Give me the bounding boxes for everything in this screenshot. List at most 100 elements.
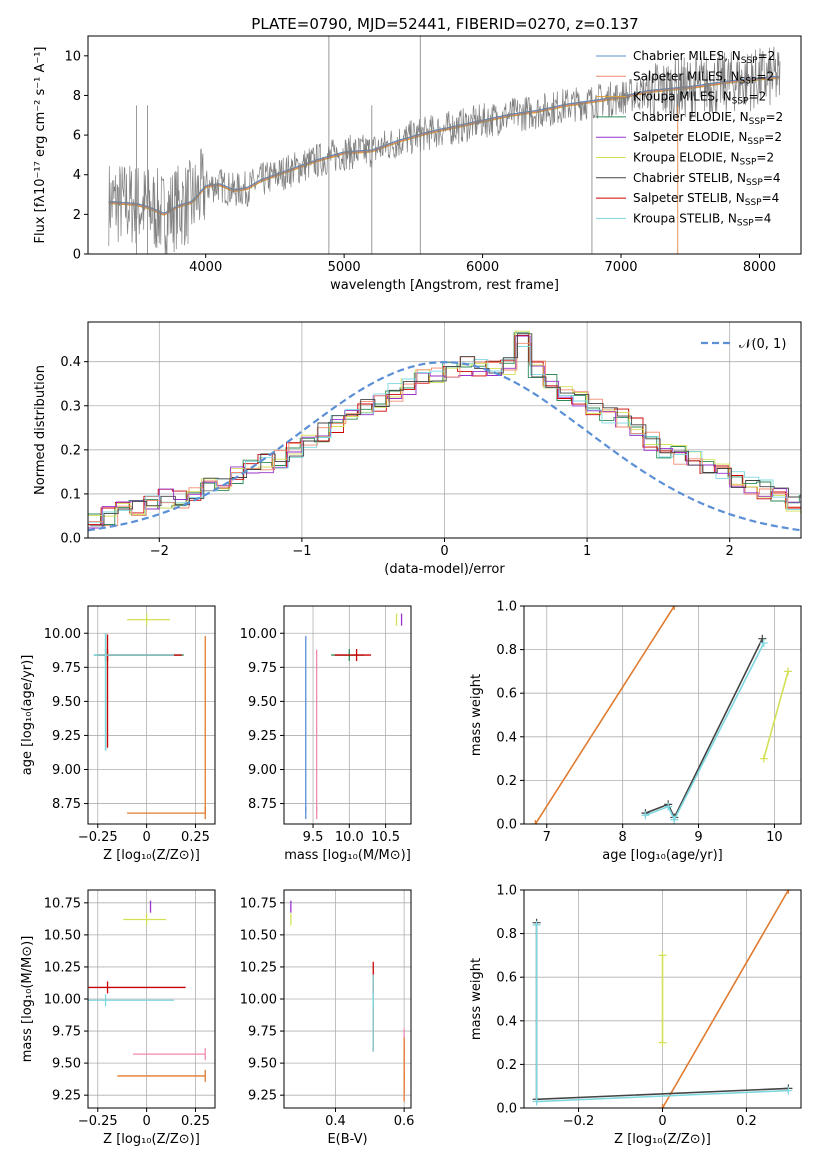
weight-marker <box>664 802 673 811</box>
plot-area <box>108 36 781 254</box>
y-axis-label: mass weight <box>469 674 484 756</box>
weight-marker <box>658 1038 667 1047</box>
weight-marker <box>758 634 767 643</box>
weight-line <box>763 671 789 759</box>
histogram-step-line <box>88 346 801 523</box>
y-tick-label: 10.00 <box>240 993 277 1008</box>
legend: Chabrier MILES, NSSP=2 Salpeter MILES, NS… <box>596 49 783 228</box>
panel-age_vs_Z: −0.25 0 0.25 8.75 9.00 9.25 9.50 9.75 10.00 Z [lo… <box>20 605 216 863</box>
x-tick-label: −0.25 <box>78 1114 118 1129</box>
y-tick-label: 1.0 <box>496 884 517 899</box>
y-tick-label: 10.75 <box>44 896 81 911</box>
weight-marker <box>759 754 768 763</box>
y-tick-label: 9.25 <box>52 729 81 744</box>
legend-label: Chabrier STELIB, NSSP=4 <box>633 171 781 188</box>
y-tick-label: 0.6 <box>496 971 517 986</box>
axes-frame <box>523 605 802 825</box>
x-axis-label: Z [log₁₀(Z/Z⊙)] <box>103 1132 200 1147</box>
x-tick-label: 0 <box>142 830 150 845</box>
y-tick-label: 0.2 <box>496 1058 517 1073</box>
x-tick-label: 0.6 <box>394 1114 415 1129</box>
y-tick-label: 0.4 <box>496 1014 517 1029</box>
y-tick-label: 4 <box>73 168 81 183</box>
panel-mass_vs_EBV: 0.4 0.6 9.25 9.50 9.75 10.00 10.25 10.50 10.75 E(… <box>240 889 415 1147</box>
y-tick-label: 0.8 <box>496 927 517 942</box>
legend-label: Chabrier ELODIE, NSSP=2 <box>633 110 783 127</box>
y-tick-label: 0.1 <box>60 487 81 502</box>
weight-marker <box>784 667 793 676</box>
histogram-step-line <box>88 332 801 525</box>
y-tick-label: 0.4 <box>496 730 517 745</box>
x-tick-label: 9 <box>694 830 702 845</box>
y-tick-label: 8 <box>73 89 81 104</box>
y-tick-label: 0.8 <box>496 643 517 658</box>
weight-line <box>534 606 675 824</box>
x-tick-label: 0.4 <box>325 1114 346 1129</box>
x-tick-label: 5000 <box>328 260 361 275</box>
y-tick-label: 9.50 <box>248 695 277 710</box>
weight-marker <box>784 890 793 894</box>
weight-marker <box>531 820 540 824</box>
axes-frame <box>87 35 802 255</box>
data-point <box>127 613 171 626</box>
y-tick-label: 9.00 <box>52 763 81 778</box>
y-tick-label: 6 <box>73 129 81 144</box>
panel-massweight_vs_age: 7 8 9 10 0.0 0.2 0.4 0.6 0.8 1.0 age [log₁₀(age/yr… <box>469 600 802 863</box>
y-tick-label: 0.3 <box>60 399 81 414</box>
x-tick-label: 0 <box>658 1114 666 1129</box>
y-tick-label: 10.00 <box>44 627 81 642</box>
plot-area <box>524 606 801 824</box>
histogram-step-line <box>88 330 801 517</box>
data-point <box>132 1048 206 1061</box>
legend-label: Salpeter MILES, NSSP=2 <box>633 69 774 86</box>
x-tick-label: 8000 <box>743 260 776 275</box>
axes-frame <box>87 605 216 825</box>
x-tick-label: −1 <box>292 544 311 559</box>
weight-marker <box>759 639 768 648</box>
legend-label: 𝒩(0, 1) <box>739 337 786 352</box>
panel-massweight_vs_Z: −0.2 0 0.2 0.0 0.2 0.4 0.6 0.8 1.0 Z [log₁₀(Z/Z⊙)… <box>469 884 802 1147</box>
x-tick-label: 2 <box>726 544 734 559</box>
y-tick-label: 0.0 <box>496 818 517 833</box>
x-tick-label: 10.0 <box>335 830 364 845</box>
x-tick-label: 1 <box>583 544 591 559</box>
x-tick-label: 9.5 <box>303 830 324 845</box>
y-tick-label: 9.75 <box>248 1025 277 1040</box>
y-tick-label: 0.4 <box>60 355 81 370</box>
x-tick-label: 7 <box>543 830 551 845</box>
histogram-step-line <box>88 335 801 529</box>
y-tick-label: 9.50 <box>52 695 81 710</box>
weight-marker <box>670 606 679 610</box>
x-axis-label: age [log₁₀(age/yr)] <box>602 848 723 863</box>
x-tick-label: 10 <box>766 830 783 845</box>
y-tick-label: 9.25 <box>52 1089 81 1104</box>
panel-spectrum: 4000 5000 6000 7000 8000 0 2 4 6 8 10 wavelength [A… <box>33 35 802 293</box>
y-tick-label: 10.75 <box>240 896 277 911</box>
y-tick-label: 10.00 <box>44 993 81 1008</box>
weight-marker <box>532 920 541 929</box>
y-tick-label: 9.50 <box>52 1057 81 1072</box>
weight-line <box>661 890 790 1108</box>
weight-marker <box>658 951 667 960</box>
weight-marker <box>784 1086 793 1095</box>
legend-label: Kroupa ELODIE, NSSP=2 <box>633 151 774 168</box>
x-tick-label: 0 <box>142 1114 150 1129</box>
data-point <box>334 649 372 662</box>
panel-residual_histogram: −2 −1 0 1 2 0.0 0.1 0.2 0.3 0.4 (data-model)/error… <box>33 321 802 577</box>
plot-area <box>284 890 411 1108</box>
y-tick-label: 0.0 <box>496 1102 517 1117</box>
y-tick-label: 9.50 <box>248 1057 277 1072</box>
y-tick-label: 8.75 <box>248 797 277 812</box>
plot-area <box>88 322 801 538</box>
x-tick-label: −0.2 <box>563 1114 595 1129</box>
y-axis-label: Normed distribution <box>33 365 48 495</box>
data-point <box>88 981 186 994</box>
plot-area <box>284 606 411 824</box>
x-tick-label: −2 <box>150 544 169 559</box>
y-tick-label: 0.0 <box>60 532 81 547</box>
histogram-step-line <box>89 342 801 527</box>
y-tick-label: 0.6 <box>496 687 517 702</box>
y-axis-label: Flux [fλ10⁻¹⁷ erg cm⁻² s⁻¹ A⁻¹] <box>33 47 48 244</box>
y-tick-label: 9.75 <box>52 661 81 676</box>
